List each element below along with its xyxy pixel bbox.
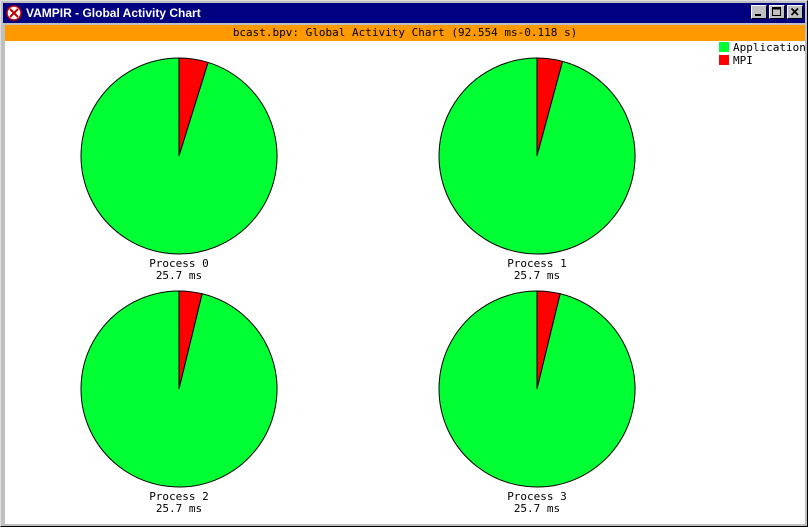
legend-label-mpi: MPI xyxy=(733,53,753,67)
pie-label-process-2: Process 2 25.7 ms xyxy=(99,491,259,515)
pie-process-2 xyxy=(80,290,278,488)
process-total: 25.7 ms xyxy=(155,269,203,282)
process-total: 25.7 ms xyxy=(155,502,203,515)
pie-process-0 xyxy=(80,57,278,255)
pie-label-process-3: Process 3 25.7 ms xyxy=(457,491,617,515)
chart-header: bcast.bpv: Global Activity Chart (92.554… xyxy=(5,25,805,41)
maximize-icon xyxy=(772,7,781,16)
legend-label-application: Application xyxy=(733,40,805,54)
vampir-app-icon[interactable] xyxy=(6,5,22,21)
legend: Application MPI xyxy=(719,41,805,67)
pie-charts xyxy=(80,57,636,488)
process-name: Process 1 xyxy=(507,257,567,270)
process-name: Process 2 xyxy=(149,490,209,503)
pie-slice-application xyxy=(80,290,278,488)
pie-slice-application xyxy=(438,57,636,255)
title-bar[interactable]: VAMPIR - Global Activity Chart xyxy=(3,3,805,23)
minimize-icon xyxy=(755,14,761,16)
window-title: VAMPIR - Global Activity Chart xyxy=(26,6,201,20)
legend-swatch-mpi xyxy=(719,55,729,65)
process-name: Process 0 xyxy=(149,257,209,270)
pie-label-process-0: Process 0 25.7 ms xyxy=(99,258,259,282)
legend-swatch-application xyxy=(719,42,729,52)
legend-item-application: Application xyxy=(719,40,805,54)
maximize-button[interactable] xyxy=(769,5,785,19)
pie-process-1 xyxy=(438,57,636,255)
process-name: Process 3 xyxy=(507,490,567,503)
legend-item-mpi: MPI xyxy=(719,53,805,67)
process-total: 25.7 ms xyxy=(513,502,561,515)
chart-canvas: bcast.bpv: Global Activity Chart (92.554… xyxy=(5,25,805,524)
pie-slice-application xyxy=(80,57,278,255)
close-icon xyxy=(790,7,799,16)
pie-slice-application xyxy=(438,290,636,488)
window-controls xyxy=(749,5,803,19)
pie-process-3 xyxy=(438,290,636,488)
minimize-button[interactable] xyxy=(751,5,767,19)
pie-label-process-1: Process 1 25.7 ms xyxy=(457,258,617,282)
close-button[interactable] xyxy=(787,5,803,19)
process-total: 25.7 ms xyxy=(513,269,561,282)
